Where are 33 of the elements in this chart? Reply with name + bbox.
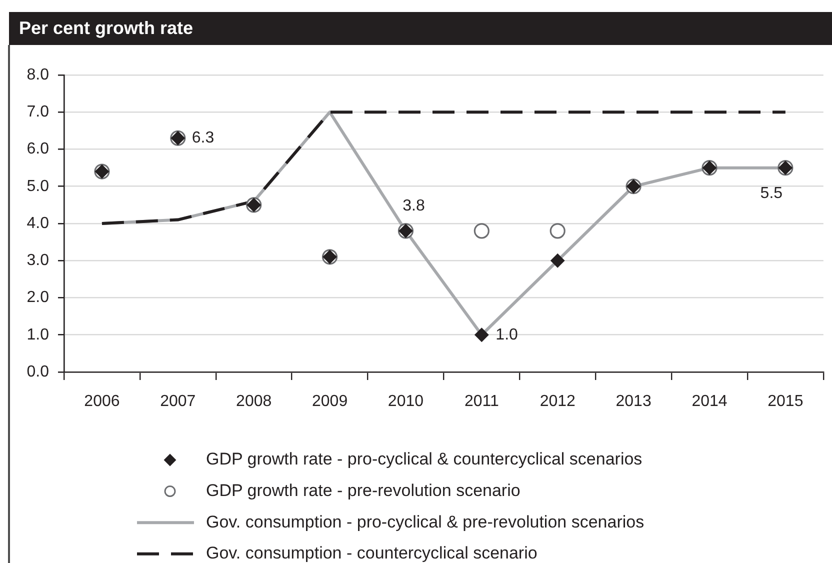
data-label: 6.3 — [192, 130, 214, 147]
y-tick-label: 2.0 — [26, 289, 50, 306]
y-tick-label: 6.0 — [26, 140, 50, 158]
x-tick-label: 2008 — [236, 393, 272, 410]
data-label: 1.0 — [496, 326, 518, 344]
point — [550, 254, 565, 268]
legend-label: Gov. consumption - pro-cyclical & pre-revolution scenarios — [206, 512, 644, 532]
x-tick-label: 2007 — [160, 393, 196, 410]
y-tick-label: 3.0 — [26, 252, 50, 270]
x-tick-label: 2012 — [540, 393, 576, 410]
y-tick-label: 1.0 — [26, 326, 50, 344]
point — [474, 223, 490, 239]
y-tick-label: 8.0 — [26, 66, 50, 84]
point — [474, 328, 489, 342]
y-tick-label: 4.0 — [26, 214, 50, 232]
legend-label: Gov. consumption - countercyclical scenario — [206, 544, 538, 563]
data-label: 3.8 — [402, 197, 425, 214]
x-tick-label: 2014 — [692, 393, 728, 410]
x-tick-label: 2006 — [84, 393, 120, 410]
line-series — [100, 110, 787, 225]
x-tick-label: 2010 — [388, 393, 424, 410]
data-label: 5.5 — [760, 185, 783, 202]
y-tick-label: 7.0 — [26, 104, 50, 121]
point — [550, 223, 566, 239]
chart-title: Per cent growth rate — [9, 12, 832, 45]
x-tick-label: 2009 — [312, 393, 348, 410]
y-tick-label: 5.0 — [26, 178, 50, 195]
legend-label: GDP growth rate - pre-revolution scenario — [206, 480, 520, 500]
x-tick-label: 2013 — [616, 393, 652, 410]
legend-label: GDP growth rate - pro-cyclical & countercyclical scenarios — [206, 450, 642, 469]
y-tick-label: 0.0 — [26, 363, 50, 380]
x-tick-label: 2015 — [768, 393, 804, 410]
x-tick-label: 2011 — [464, 393, 499, 410]
